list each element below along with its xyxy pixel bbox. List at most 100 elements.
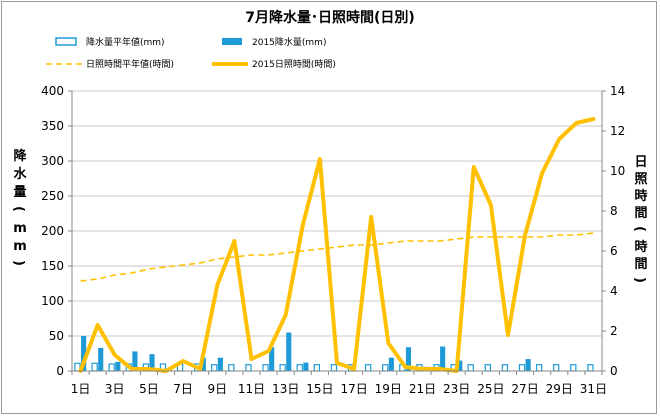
y-left-tick-label: 0 <box>56 364 64 378</box>
y-right-tick-label: 12 <box>610 124 625 138</box>
axis-title-char: 時 <box>634 239 647 255</box>
legend-label: 2015日照時間(時間) <box>252 59 336 70</box>
bar-normal-rain <box>108 363 115 372</box>
axis-title-char: 時 <box>634 188 647 204</box>
bar-normal-rain <box>91 362 98 372</box>
bar-2015-rain <box>217 357 223 371</box>
bar-normal-rain <box>553 364 560 372</box>
legend-label: 2015降水量(mm) <box>252 36 326 48</box>
legend-item: 2015降水量(mm) <box>222 36 326 48</box>
x-tick-label: 9日 <box>208 382 228 396</box>
x-tick-label: 31日 <box>580 382 607 396</box>
bar-2015-rain <box>303 362 309 371</box>
axis-title-char: 水 <box>13 166 27 182</box>
axis-title-char: ( <box>11 206 26 212</box>
bar-normal-rain <box>211 364 218 372</box>
bar-normal-rain <box>364 364 372 372</box>
bar-2015-rain <box>457 360 463 371</box>
bar-2015-rain <box>200 357 206 371</box>
axis-title-char: ) <box>11 260 26 266</box>
bar-2015-rain <box>286 332 292 371</box>
y-left-tick-label: 350 <box>41 119 64 133</box>
x-tick-label: 21日 <box>409 382 436 396</box>
y-right-tick-label: 6 <box>610 244 618 258</box>
bar-normal-rain <box>279 364 286 372</box>
x-tick-label: 1日 <box>71 382 91 396</box>
y-left-tick-label: 300 <box>41 154 64 168</box>
chart-title: 7月降水量･日照時間(日別) <box>245 9 415 26</box>
bar-2015-rain <box>388 357 394 371</box>
bar-normal-rain <box>313 364 321 372</box>
bar-normal-rain <box>245 364 252 372</box>
bar-normal-rain <box>535 364 543 372</box>
axis-title-char: ( <box>632 226 647 232</box>
axes: 0 50 100 150 200 250 300 350 400 0 2 4 6 8 10 12 14 1日 3日 5… <box>41 84 625 396</box>
legend-item: 日照時間平年値(時間) <box>46 58 174 70</box>
x-tick-label: 23日 <box>443 382 470 396</box>
bar-2015-rain <box>440 346 446 371</box>
line-2015-sunshine <box>78 117 596 373</box>
x-tick-label: 11日 <box>238 382 265 396</box>
legend-label: 降水量平年値(mm) <box>86 36 165 48</box>
axis-title-char: 照 <box>634 172 647 187</box>
y-left-tick-label: 150 <box>41 259 64 273</box>
y-right-tick-label: 4 <box>610 284 618 298</box>
x-tick-label: 13日 <box>272 382 299 396</box>
bar-normal-rain <box>296 364 303 372</box>
axis-titles: 降水量(mm)日照時間(時間) <box>11 148 648 283</box>
bar-normal-rain <box>501 364 509 372</box>
y-right-tick-label: 8 <box>610 204 618 218</box>
legend-label: 日照時間平年値(時間) <box>86 58 174 70</box>
y-left-axis-title: 降水量 ( mm) <box>11 148 27 266</box>
bar-2015-rain <box>149 354 155 371</box>
y-left-tick-label: 50 <box>49 329 64 343</box>
x-tick-label: 25日 <box>477 382 504 396</box>
x-tick-label: 15日 <box>306 382 333 396</box>
x-tick-label: 27日 <box>511 382 538 396</box>
lines <box>78 117 596 373</box>
bar-normal-rain <box>518 364 526 372</box>
legend: 降水量平年値(mm) 2015降水量(mm) 日照時間平年値(時間) 2015日照時間… <box>46 36 336 70</box>
axis-title-char: 間 <box>634 257 647 272</box>
y-right-tick-label: 10 <box>610 164 625 178</box>
bar-normal-rain <box>228 364 235 372</box>
legend-swatch <box>55 37 77 46</box>
bar-normal-rain <box>467 364 474 372</box>
x-tick-label: 29日 <box>546 382 573 396</box>
bar-2015-rain <box>115 361 121 371</box>
legend-item: 降水量平年値(mm) <box>55 36 165 48</box>
bar-2015-rain <box>269 347 275 371</box>
bar-2015-rain <box>132 351 138 371</box>
axis-title-char: m <box>13 239 27 254</box>
bar-2015-rain <box>98 347 104 371</box>
y-right-tick-label: 0 <box>610 364 618 378</box>
y-right-axis-title: 日照時間(時間) <box>632 155 648 283</box>
y-right-tick-label: 14 <box>610 84 625 98</box>
grid <box>72 90 602 337</box>
axis-title-char: m <box>13 221 27 236</box>
axis-title-char: 日 <box>634 155 647 170</box>
y-right-tick-label: 2 <box>610 324 618 338</box>
bar-normal-rain <box>330 364 338 372</box>
bar-2015-rain <box>81 336 87 371</box>
axis-title-char: ) <box>632 277 647 283</box>
bar-normal-rain <box>570 364 577 372</box>
legend-swatch <box>222 38 242 45</box>
bar-2015-rain <box>405 347 412 371</box>
y-left-tick-label: 100 <box>41 294 64 308</box>
x-tick-label: 19日 <box>375 382 402 396</box>
y-left-tick-label: 200 <box>41 224 64 238</box>
bar-2015-rain <box>525 359 531 371</box>
axis-title-char: 間 <box>634 206 647 221</box>
x-tick-label: 3日 <box>105 382 125 396</box>
bar-normal-rain <box>382 364 389 372</box>
x-tick-label: 7日 <box>173 382 193 396</box>
x-tick-label: 5日 <box>139 382 159 396</box>
axis-title-char: 降 <box>13 148 27 164</box>
y-left-tick-label: 400 <box>41 84 64 98</box>
axis-title-char: 量 <box>13 185 26 200</box>
bar-normal-rain <box>484 364 491 372</box>
x-tick-label: 17日 <box>340 382 367 396</box>
line-normal-sunshine <box>80 232 594 282</box>
